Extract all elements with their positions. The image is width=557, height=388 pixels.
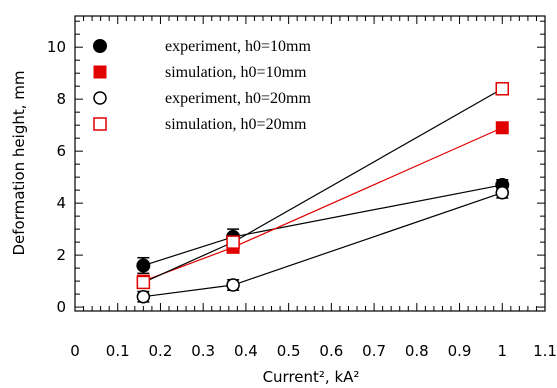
series-line bbox=[143, 184, 503, 267]
data-point bbox=[495, 82, 510, 96]
y-axis-title: Deformation height, mm bbox=[10, 70, 28, 255]
y-tick-label: 8 bbox=[56, 90, 66, 108]
legend-label: simulation, h0=20mm bbox=[165, 116, 307, 133]
legend-label: experiment, h0=10mm bbox=[165, 38, 311, 55]
x-tick-label: 0 bbox=[70, 342, 80, 360]
x-tick-label: 0.8 bbox=[405, 342, 429, 360]
x-tick-label: 1 bbox=[497, 342, 507, 360]
legend-label: experiment, h0=20mm bbox=[165, 90, 311, 107]
x-tick-label: 0.5 bbox=[277, 342, 301, 360]
plot-frame bbox=[74, 15, 546, 312]
x-tick-label: 0.2 bbox=[149, 342, 173, 360]
legend-marker bbox=[93, 91, 107, 105]
x-tick-label: 0.1 bbox=[106, 342, 130, 360]
data-markers bbox=[136, 82, 510, 304]
y-tick-label: 6 bbox=[56, 142, 66, 160]
legend-marker bbox=[93, 65, 107, 79]
x-tick-labels: 0 0.1 0.2 0.3 0.4 0.5 0.6 0.7 0.8 0.9 1 1.1 bbox=[70, 342, 557, 360]
minor-ticks bbox=[75, 16, 545, 311]
series-line bbox=[143, 192, 503, 298]
legend-marker bbox=[93, 117, 107, 131]
x-tick-label: 0.6 bbox=[319, 342, 343, 360]
data-point bbox=[226, 235, 240, 249]
y-tick-label: 4 bbox=[56, 194, 66, 212]
x-tick-label: 1.1 bbox=[533, 342, 557, 360]
legend-marker bbox=[93, 39, 107, 53]
x-tick-label: 0.3 bbox=[191, 342, 215, 360]
x-tick-label: 0.7 bbox=[362, 342, 386, 360]
data-point bbox=[495, 121, 509, 135]
legend: experiment, h0=10mm simulation, h0=10mm ex… bbox=[93, 38, 311, 133]
data-point bbox=[136, 275, 151, 290]
data-point bbox=[136, 258, 151, 273]
data-point bbox=[136, 289, 151, 304]
y-tick-labels: 0 2 4 6 8 10 bbox=[47, 38, 66, 316]
y-tick-label: 0 bbox=[56, 298, 66, 316]
y-tick-label: 2 bbox=[56, 246, 66, 264]
error-bars bbox=[137, 178, 509, 303]
y-tick-label: 10 bbox=[47, 38, 66, 56]
data-point bbox=[495, 185, 510, 200]
x-tick-label: 0.9 bbox=[448, 342, 472, 360]
major-ticks bbox=[74, 16, 546, 311]
legend-label: simulation, h0=10mm bbox=[165, 64, 307, 81]
data-point bbox=[226, 278, 240, 292]
x-tick-label: 0.4 bbox=[234, 342, 258, 360]
x-axis-title: Current², kA² bbox=[263, 368, 360, 386]
